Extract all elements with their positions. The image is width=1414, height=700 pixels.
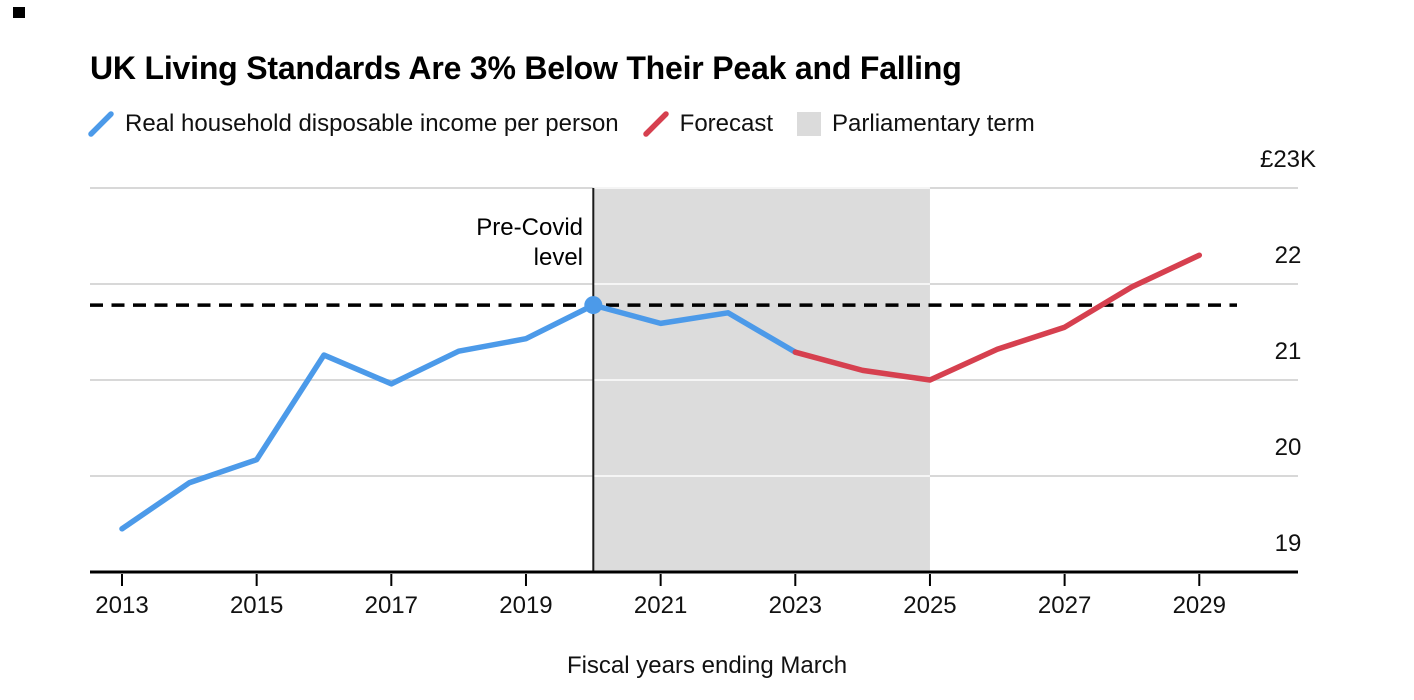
x-tick-label: 2021 bbox=[633, 592, 688, 619]
blue-line-swatch-icon bbox=[88, 111, 114, 137]
x-axis-title: Fiscal years ending March bbox=[566, 652, 848, 679]
legend-label-band: Parliamentary term bbox=[832, 110, 1035, 137]
precovid-annotation-line1: Pre-Covid bbox=[476, 214, 583, 241]
legend-item-forecast: Forecast bbox=[642, 110, 774, 138]
legend-label-forecast: Forecast bbox=[679, 110, 774, 137]
gray-band-swatch-icon bbox=[797, 112, 822, 136]
forecast-series-line bbox=[792, 252, 1203, 383]
brand-mark bbox=[13, 7, 25, 18]
y-tick-label: 22 bbox=[1274, 242, 1302, 269]
chart-title: UK Living Standards Are 3% Below Their P… bbox=[90, 50, 962, 86]
x-tick-label: 2027 bbox=[1037, 592, 1092, 619]
legend-item-band: Parliamentary term bbox=[797, 110, 1035, 138]
x-tick-label: 2015 bbox=[229, 592, 284, 619]
x-tick-label: 2013 bbox=[95, 592, 149, 619]
legend-item-actual: Real household disposable income per per… bbox=[88, 110, 619, 138]
red-line-swatch-icon bbox=[642, 111, 669, 137]
precovid-annotation: Pre-Covid level bbox=[283, 213, 583, 273]
x-tick-label: 2023 bbox=[768, 592, 822, 619]
x-tick-label: 2019 bbox=[499, 592, 553, 619]
x-tick-label: 2029 bbox=[1172, 592, 1226, 619]
y-tick-label: 19 bbox=[1274, 530, 1302, 557]
legend: Real household disposable income per per… bbox=[88, 106, 1035, 142]
y-tick-label: 21 bbox=[1274, 338, 1302, 365]
x-tick-label: 2025 bbox=[903, 592, 957, 619]
peak-marker-dot bbox=[584, 296, 603, 315]
actual-series-line bbox=[119, 302, 799, 532]
x-tick-label: 2017 bbox=[364, 592, 418, 619]
legend-label-actual: Real household disposable income per per… bbox=[125, 110, 619, 137]
y-tick-label: £23K bbox=[1259, 146, 1317, 173]
precovid-annotation-line2: level bbox=[533, 244, 583, 271]
y-tick-label: 20 bbox=[1274, 434, 1302, 461]
